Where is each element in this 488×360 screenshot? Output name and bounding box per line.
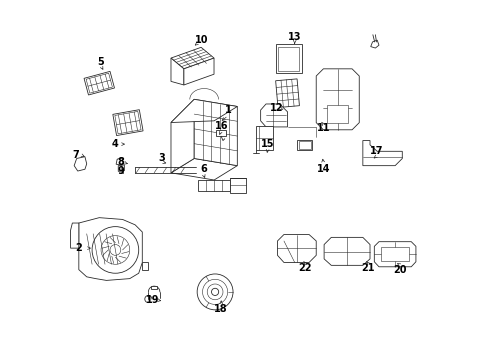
Polygon shape [373, 242, 415, 267]
Polygon shape [255, 126, 273, 150]
Text: 7: 7 [72, 150, 79, 160]
Polygon shape [324, 237, 369, 265]
Polygon shape [277, 234, 316, 262]
Polygon shape [278, 47, 298, 71]
Polygon shape [215, 130, 225, 136]
Text: 19: 19 [146, 295, 160, 305]
Text: 20: 20 [393, 265, 407, 275]
Text: 3: 3 [158, 153, 165, 163]
Polygon shape [171, 99, 194, 173]
Circle shape [211, 288, 218, 296]
Text: 15: 15 [261, 139, 274, 149]
Bar [115, 111, 141, 134]
Text: 5: 5 [98, 57, 104, 67]
Polygon shape [326, 105, 348, 123]
Circle shape [207, 284, 223, 300]
Polygon shape [380, 247, 408, 261]
Text: 10: 10 [194, 35, 208, 45]
Polygon shape [183, 58, 214, 85]
Text: 14: 14 [316, 164, 329, 174]
Polygon shape [171, 158, 237, 180]
Text: 11: 11 [316, 123, 329, 133]
Polygon shape [198, 180, 230, 191]
Circle shape [92, 226, 139, 273]
Polygon shape [171, 47, 214, 69]
Bar [84, 71, 114, 95]
Text: 4: 4 [112, 139, 119, 149]
Text: 16: 16 [214, 121, 227, 131]
Polygon shape [116, 158, 123, 165]
Text: 17: 17 [370, 146, 383, 156]
Polygon shape [370, 40, 378, 48]
Polygon shape [316, 69, 359, 130]
Text: 2: 2 [75, 243, 82, 253]
Polygon shape [194, 99, 237, 166]
Text: 21: 21 [361, 263, 374, 273]
Polygon shape [171, 99, 237, 122]
Text: 8: 8 [117, 157, 124, 167]
Polygon shape [74, 157, 86, 171]
Polygon shape [275, 44, 301, 73]
Polygon shape [298, 141, 310, 149]
Polygon shape [362, 140, 402, 166]
Bar [86, 73, 112, 93]
Text: 6: 6 [200, 164, 206, 174]
Polygon shape [79, 218, 142, 280]
Polygon shape [297, 140, 312, 150]
Circle shape [202, 279, 227, 305]
Bar [275, 79, 299, 108]
Polygon shape [151, 286, 157, 289]
Circle shape [197, 274, 233, 310]
Circle shape [101, 235, 129, 264]
Polygon shape [171, 58, 183, 85]
Bar [113, 110, 143, 136]
Text: 18: 18 [214, 304, 227, 314]
Polygon shape [230, 178, 246, 193]
Polygon shape [260, 104, 287, 127]
Text: 1: 1 [224, 105, 231, 115]
Polygon shape [118, 165, 124, 171]
Text: 12: 12 [269, 103, 283, 113]
Polygon shape [142, 262, 147, 270]
Circle shape [110, 244, 121, 255]
Text: 22: 22 [298, 263, 311, 273]
Text: 13: 13 [287, 32, 301, 41]
Polygon shape [70, 223, 79, 248]
Text: 9: 9 [117, 166, 124, 176]
